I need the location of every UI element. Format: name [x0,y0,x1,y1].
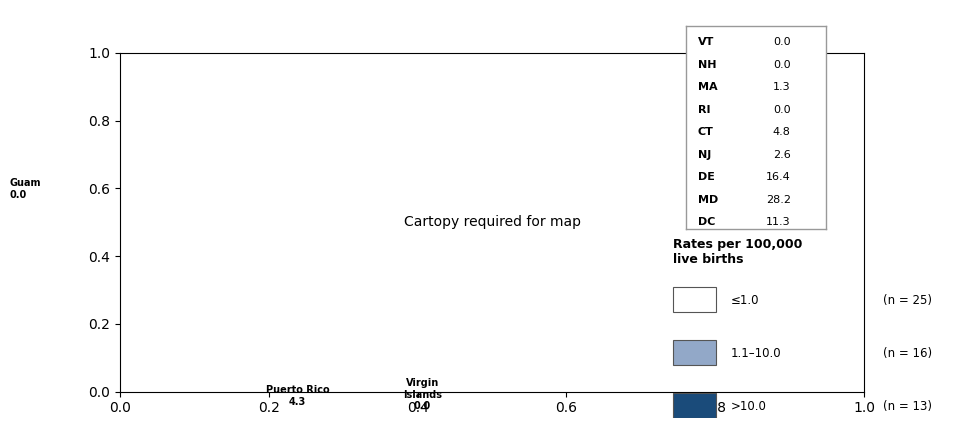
Text: 1.3: 1.3 [773,82,791,92]
Text: Puerto Rico
4.3: Puerto Rico 4.3 [266,385,329,407]
Text: NH: NH [698,60,716,70]
Text: (n = 16): (n = 16) [883,347,932,360]
Text: MA: MA [698,82,717,92]
Text: 1.1–10.0: 1.1–10.0 [731,347,781,360]
Text: 0.0: 0.0 [773,60,791,70]
Text: 0.0: 0.0 [773,37,791,47]
Text: 16.4: 16.4 [766,172,791,182]
Text: Virgin
Islands
0.0: Virgin Islands 0.0 [403,378,442,411]
Text: RI: RI [698,105,710,114]
Text: MD: MD [698,194,718,205]
Text: DC: DC [698,217,715,227]
Text: 11.3: 11.3 [766,217,791,227]
Text: Rates per 100,000
live births: Rates per 100,000 live births [673,238,803,266]
Text: 28.2: 28.2 [766,194,791,205]
Text: >10.0: >10.0 [731,400,766,413]
Text: Cartopy required for map: Cartopy required for map [403,215,581,229]
Text: ≤1.0: ≤1.0 [731,294,759,307]
Text: CT: CT [698,127,713,137]
Text: VT: VT [698,37,714,47]
Text: 2.6: 2.6 [773,150,791,160]
Text: 0.0: 0.0 [773,105,791,114]
Text: NJ: NJ [698,150,710,160]
Text: 4.8: 4.8 [773,127,791,137]
Text: (n = 25): (n = 25) [883,294,932,307]
Text: (n = 13): (n = 13) [883,400,932,413]
FancyBboxPatch shape [673,287,716,312]
FancyBboxPatch shape [673,341,716,365]
Text: DE: DE [698,172,714,182]
Text: Guam
0.0: Guam 0.0 [10,178,41,200]
FancyBboxPatch shape [673,393,716,418]
